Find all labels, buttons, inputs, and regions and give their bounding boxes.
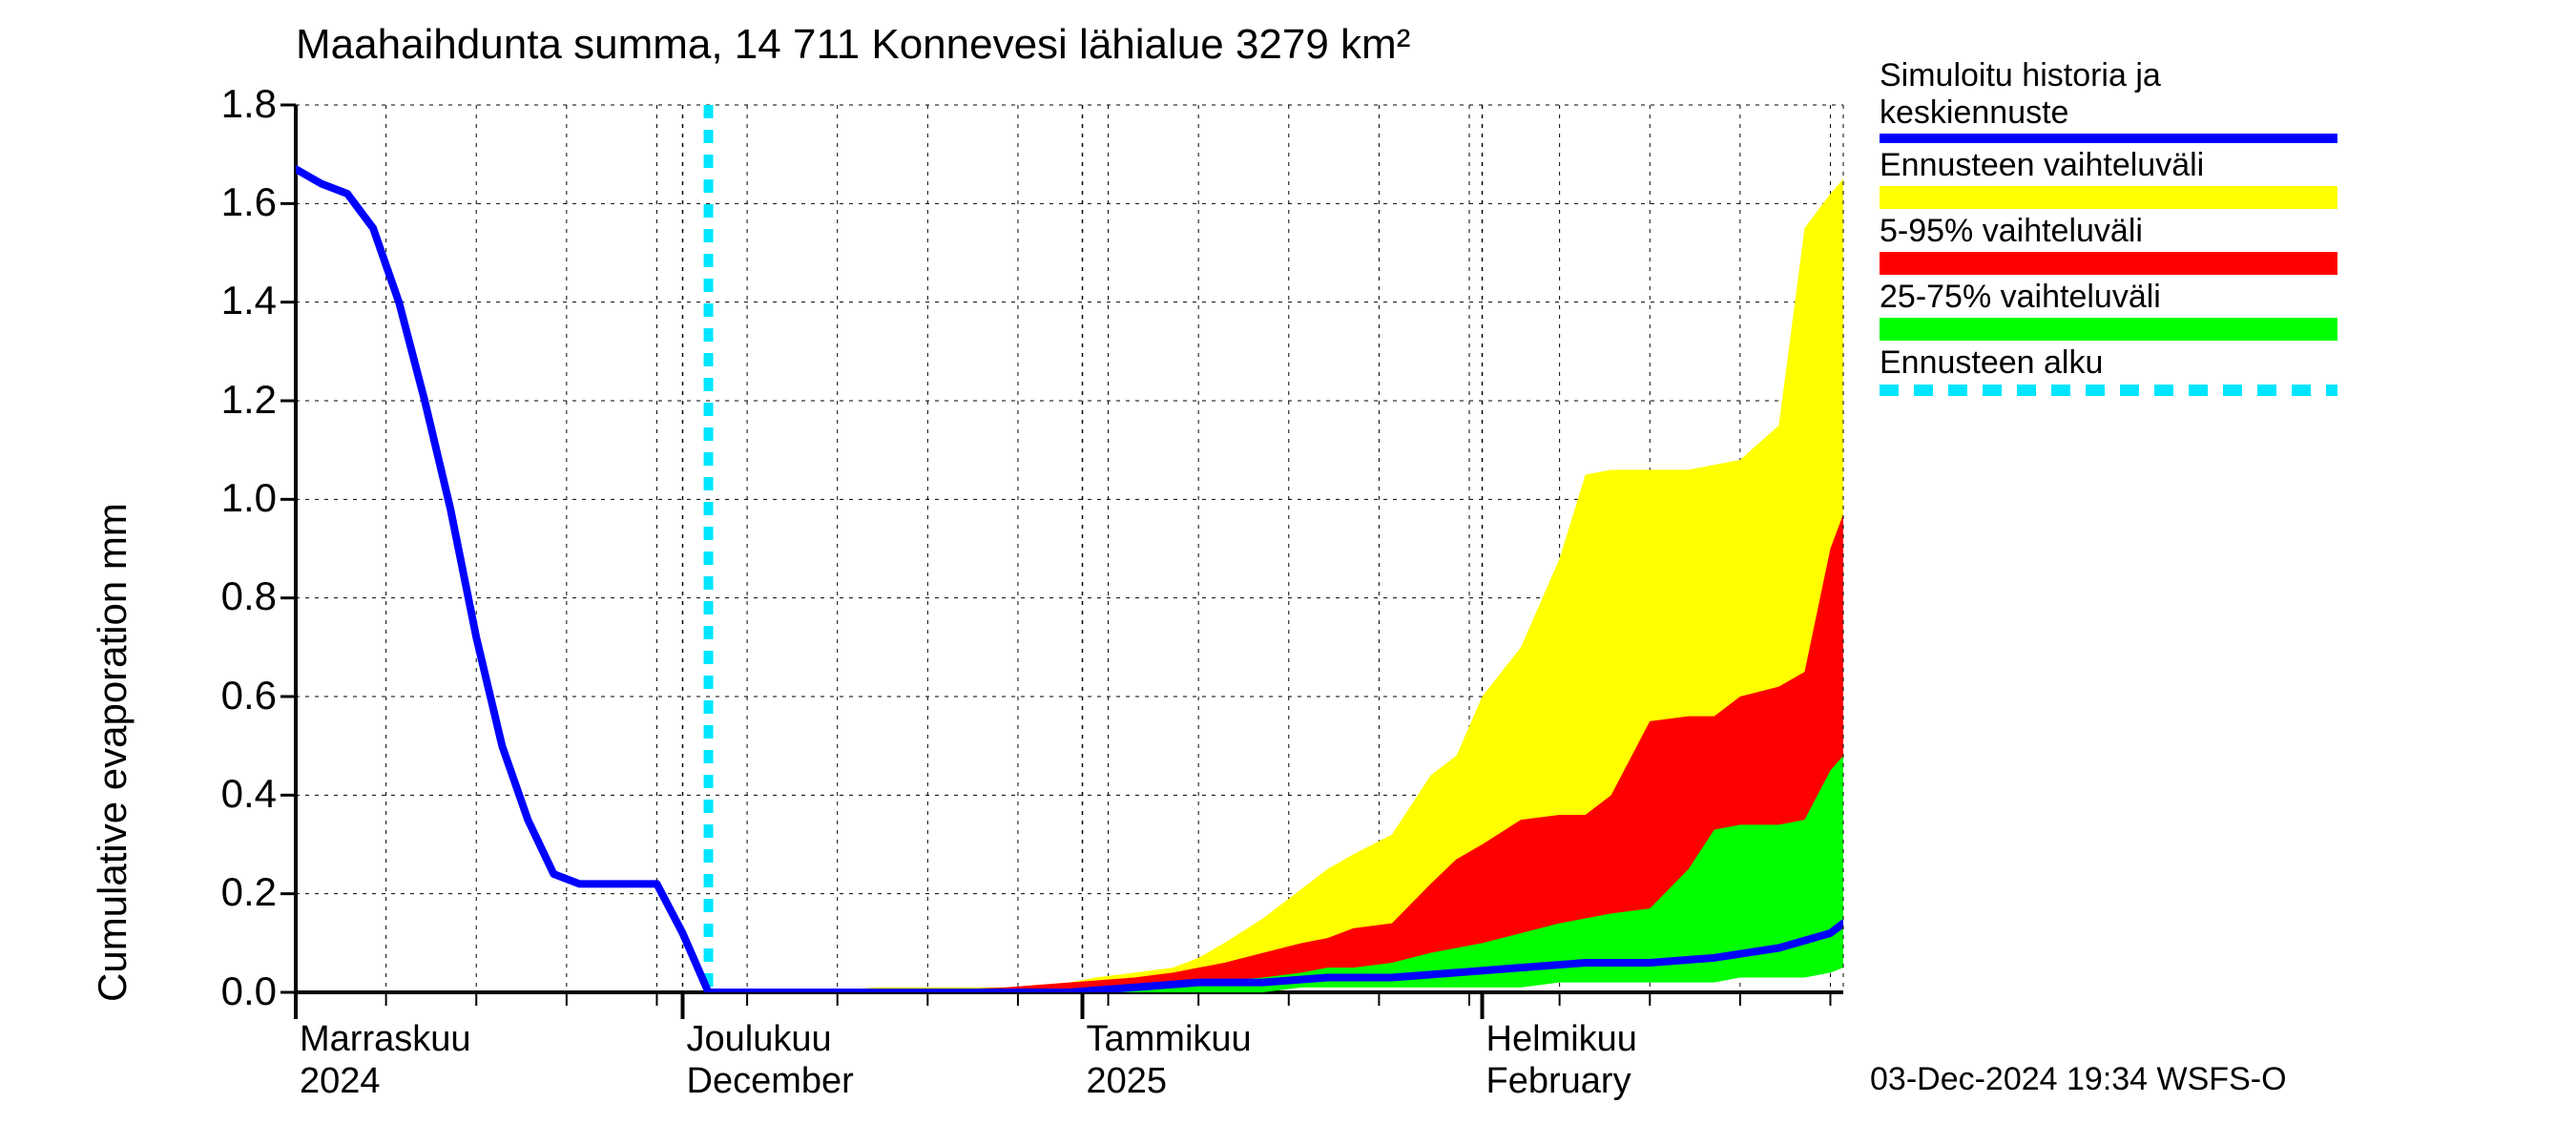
x-tick-label: Tammikuu (1087, 1019, 1252, 1060)
y-tick-label: 0.4 (172, 771, 277, 817)
legend-item: Simuloitu historia ja keskiennuste (1880, 57, 2337, 143)
y-tick-label: 1.6 (172, 179, 277, 225)
x-tick-sublabel: December (687, 1061, 854, 1102)
chart-container: Maahaihdunta summa, 14 711 Konnevesi läh… (0, 0, 2576, 1145)
legend-swatch (1880, 186, 2337, 209)
x-tick-label: Joulukuu (687, 1019, 832, 1060)
x-tick-label: Marraskuu (300, 1019, 471, 1060)
legend-item: 5-95% vaihteluväli (1880, 213, 2337, 275)
legend-item: 25-75% vaihteluväli (1880, 279, 2337, 341)
y-tick-label: 0.2 (172, 869, 277, 915)
legend-label: Simuloitu historia ja keskiennuste (1880, 57, 2337, 132)
legend-label: 25-75% vaihteluväli (1880, 279, 2337, 316)
x-tick-sublabel: 2025 (1087, 1061, 1168, 1102)
y-tick-label: 1.8 (172, 81, 277, 127)
legend-item: Ennusteen vaihteluväli (1880, 147, 2337, 209)
legend-swatch (1880, 134, 2337, 143)
x-tick-label: Helmikuu (1486, 1019, 1637, 1060)
y-tick-label: 0.8 (172, 573, 277, 619)
x-tick-sublabel: February (1486, 1061, 1631, 1102)
legend-swatch (1880, 252, 2337, 275)
y-tick-label: 1.0 (172, 475, 277, 521)
legend-label: 5-95% vaihteluväli (1880, 213, 2337, 250)
legend-swatch (1880, 385, 2337, 396)
legend-swatch (1880, 318, 2337, 341)
y-tick-label: 1.4 (172, 278, 277, 323)
y-tick-label: 0.0 (172, 968, 277, 1014)
legend-item: Ennusteen alku (1880, 344, 2337, 395)
y-tick-label: 0.6 (172, 673, 277, 718)
legend-label: Ennusteen vaihteluväli (1880, 147, 2337, 184)
y-tick-label: 1.2 (172, 377, 277, 423)
legend: Simuloitu historia ja keskiennuste Ennust… (1880, 57, 2337, 400)
legend-label: Ennusteen alku (1880, 344, 2337, 382)
x-tick-sublabel: 2024 (300, 1061, 381, 1102)
footer-timestamp: 03-Dec-2024 19:34 WSFS-O (1870, 1061, 2287, 1098)
